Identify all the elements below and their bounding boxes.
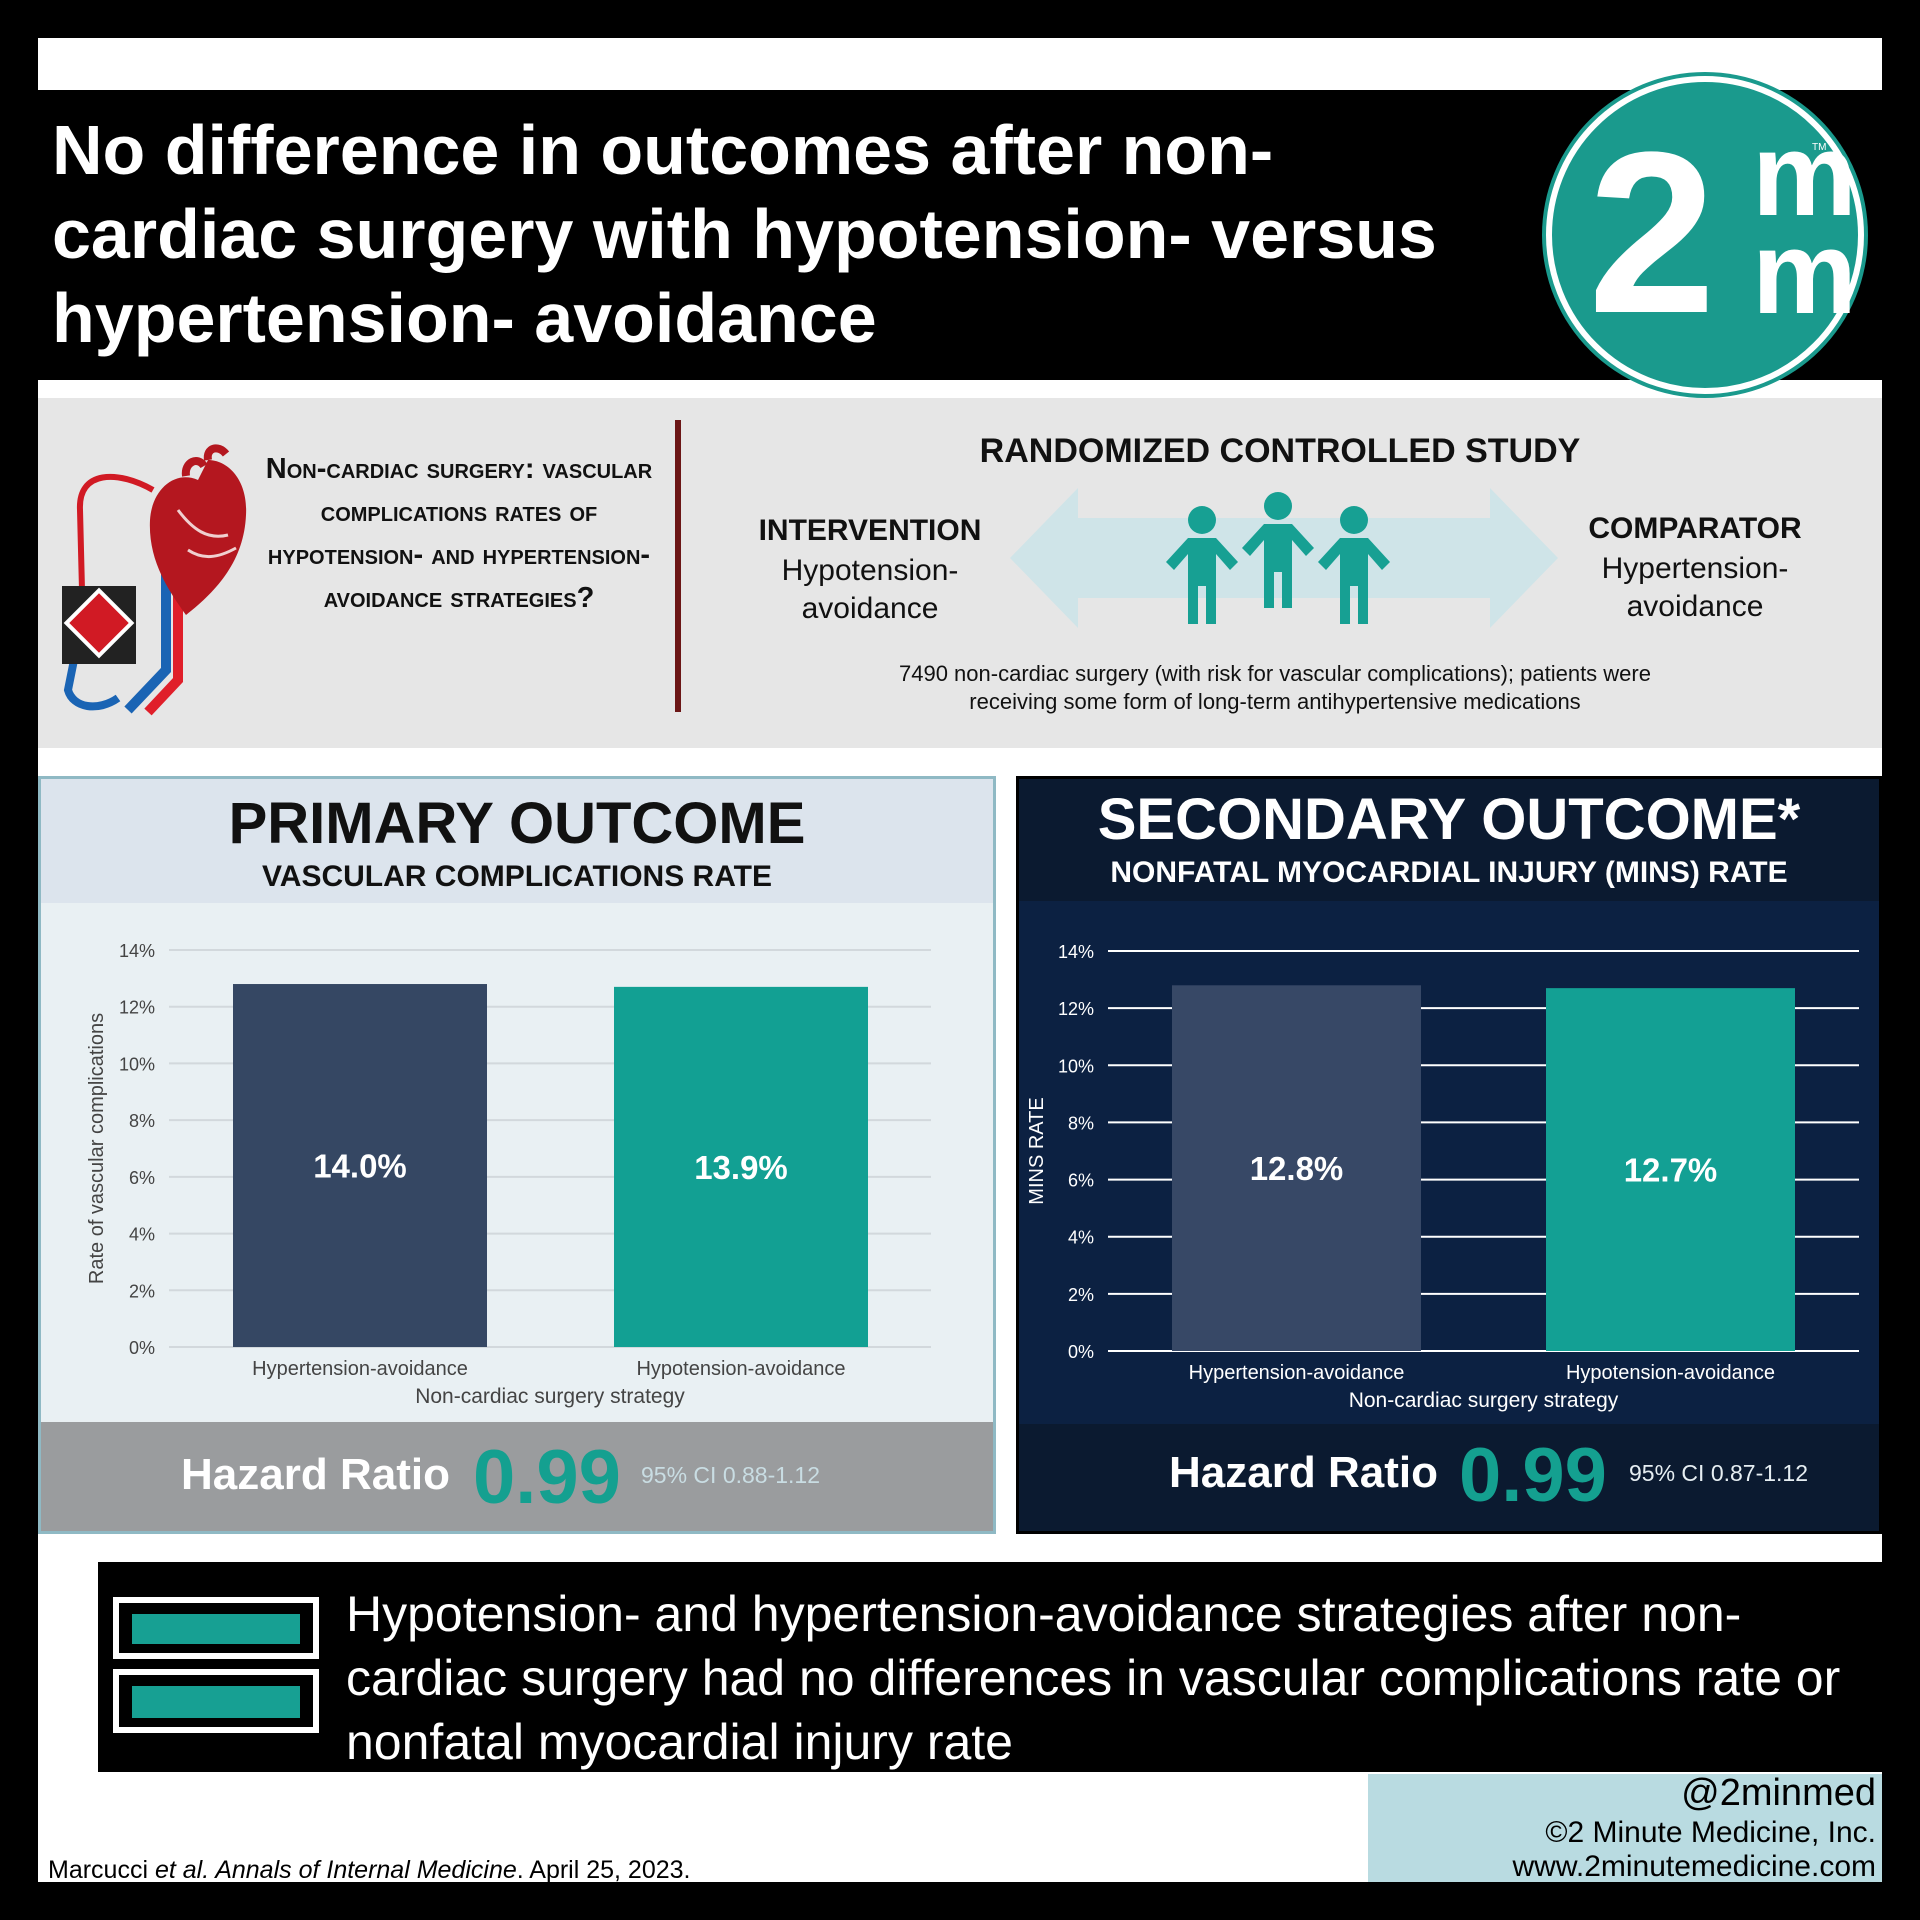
- y-tick-label: 2%: [129, 1281, 155, 1301]
- y-tick-label: 4%: [1068, 1228, 1094, 1248]
- social-handle: @2minmed: [1681, 1772, 1876, 1814]
- citation: Marcucci et al. Annals of Internal Medic…: [48, 1856, 691, 1885]
- citation-etal: et al.: [154, 1856, 210, 1884]
- citation-authors: Marcucci: [48, 1856, 155, 1884]
- comparator-text: Hypertension-avoidance: [1601, 552, 1789, 623]
- bar-data-label: 14.0%: [313, 1148, 407, 1185]
- x-tick-label: Hypertension-avoidance: [252, 1358, 468, 1380]
- vertical-divider: [675, 420, 681, 712]
- equal-sign-icon: [113, 1597, 319, 1733]
- primary-outcome-header: [41, 779, 993, 903]
- conclusion-text: Hypotension- and hypertension-avoidance …: [346, 1586, 1841, 1770]
- bar: [1546, 988, 1795, 1351]
- blue-tube-icon: [63, 639, 121, 711]
- x-axis-label: Non-cardiac surgery strategy: [415, 1385, 685, 1408]
- y-tick-label: 12%: [119, 998, 155, 1018]
- logo-trademark: TM: [1812, 142, 1827, 153]
- intervention-text: Hypotension-avoidance: [781, 554, 959, 625]
- primary-hazard-ratio-bar: Hazard Ratio 0.99 95% CI 0.88-1.12: [41, 1422, 993, 1531]
- y-tick-label: 0%: [1068, 1342, 1094, 1362]
- y-tick-label: 10%: [119, 1054, 155, 1074]
- logo-letter-top: m: [1752, 109, 1857, 241]
- page-title: No difference in outcomes after non-card…: [52, 111, 1437, 357]
- y-tick-label: 14%: [1058, 942, 1094, 962]
- copyright: ©2 Minute Medicine, Inc.: [1545, 1816, 1876, 1849]
- bar-data-label: 12.8%: [1250, 1150, 1344, 1187]
- list-note: *List not exhaustive: [1681, 1744, 1880, 1767]
- citation-date: . April 25, 2023.: [516, 1856, 691, 1884]
- bar: [233, 984, 487, 1347]
- primary-outcome-title: PRIMARY OUTCOME: [228, 791, 806, 856]
- y-axis-label: Rate of vascular complications: [86, 1013, 108, 1284]
- 2mm-logo-circle: [1546, 76, 1864, 394]
- y-tick-label: 12%: [1058, 999, 1094, 1019]
- y-tick-label: 2%: [1068, 1285, 1094, 1305]
- secondary-outcome-subtitle: NONFATAL MYOCARDIAL INJURY (MINS) RATE: [1110, 856, 1788, 889]
- y-tick-label: 8%: [1068, 1113, 1094, 1133]
- primary-hr-label: Hazard Ratio: [181, 1450, 450, 1499]
- secondary-hr-label: Hazard Ratio: [1169, 1448, 1438, 1497]
- heart-icon: [149, 460, 247, 615]
- bar-data-label: 12.7%: [1624, 1152, 1718, 1189]
- y-tick-label: 6%: [1068, 1171, 1094, 1191]
- secondary-outcome-header: [1019, 779, 1879, 901]
- y-tick-label: 14%: [119, 941, 155, 961]
- study-panel: [38, 398, 1882, 748]
- x-tick-label: Hypertension-avoidance: [1189, 1362, 1405, 1384]
- gauge-diamond-icon: [63, 587, 135, 659]
- website: www.2minutemedicine.com: [1512, 1850, 1876, 1883]
- logo-digit: 2: [1588, 104, 1716, 361]
- x-axis-label: Non-cardiac surgery strategy: [1349, 1389, 1619, 1412]
- y-tick-label: 10%: [1058, 1056, 1094, 1076]
- people-icon: [1166, 492, 1390, 624]
- study-design: RANDOMIZED CONTROLLED STUDY: [979, 432, 1581, 470]
- intervention-title: INTERVENTION: [758, 514, 982, 547]
- primary-outcome-subtitle: VASCULAR COMPLICATIONS RATE: [262, 860, 772, 893]
- logo-letter-bottom: m: [1752, 207, 1857, 339]
- secondary-outcome-title: SECONDARY OUTCOME*: [1097, 787, 1801, 852]
- bar: [614, 986, 868, 1347]
- footer-box: [1368, 1774, 1882, 1882]
- conclusion-bar: [98, 1562, 1882, 1772]
- x-tick-label: Hypotension-avoidance: [1566, 1362, 1775, 1384]
- heart-blood-pressure-icon: [62, 444, 247, 716]
- bar: [1172, 985, 1421, 1351]
- y-tick-label: 8%: [129, 1111, 155, 1131]
- population-text: 7490 non-cardiac surgery (with risk for …: [899, 661, 1651, 714]
- citation-journal: Annals of Internal Medicine: [209, 1856, 517, 1884]
- primary-hr-value: 0.99: [473, 1435, 621, 1520]
- y-tick-label: 6%: [129, 1168, 155, 1188]
- secondary-hazard-ratio-bar: Hazard Ratio 0.99 95% CI 0.87-1.12: [1019, 1424, 1879, 1531]
- y-tick-label: 0%: [129, 1338, 155, 1358]
- x-tick-label: Hypotension-avoidance: [636, 1358, 845, 1380]
- secondary-hr-ci: 95% CI 0.87-1.12: [1629, 1460, 1809, 1486]
- y-axis-label: MINS RATE: [1026, 1097, 1048, 1204]
- primary-hr-ci: 95% CI 0.88-1.12: [641, 1462, 821, 1488]
- secondary-bar-chart: 0% 2% 4% 6% 8% 10% 12% 14% 12.8% Hypertension-avo…: [1026, 942, 1859, 1412]
- y-tick-label: 4%: [129, 1225, 155, 1245]
- comparator-title: COMPARATOR: [1588, 512, 1802, 545]
- bar-data-label: 13.9%: [694, 1149, 788, 1186]
- research-question: Non-cardiac surgery: vascular complicati…: [265, 453, 653, 614]
- secondary-hr-value: 0.99: [1459, 1433, 1607, 1518]
- primary-bar-chart: 0% 2% 4% 6% 8% 10% 12% 14% 14.0% Hypertension-avo…: [86, 941, 931, 1408]
